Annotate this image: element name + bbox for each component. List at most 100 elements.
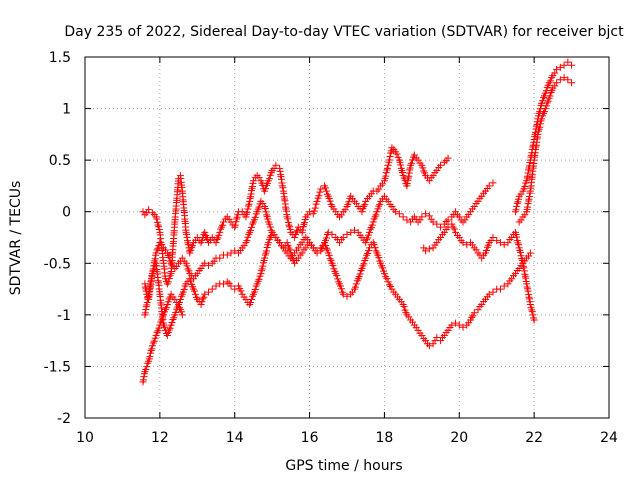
x-tick-label: 16 <box>301 430 319 446</box>
data-point-track-6 <box>546 77 554 85</box>
data-point-track-3 <box>322 244 330 252</box>
data-point-track-1 <box>272 161 280 169</box>
data-point-track-7 <box>542 102 550 110</box>
data-point-track-5 <box>517 252 525 260</box>
data-point-track-2 <box>373 208 381 216</box>
data-point-track-3 <box>468 313 476 321</box>
data-point-track-3 <box>251 286 259 294</box>
data-point-track-2 <box>372 211 380 219</box>
data-point-track-3 <box>339 290 347 298</box>
data-point-track-2 <box>283 239 291 247</box>
data-point-track-3 <box>142 366 150 374</box>
data-point-track-5 <box>420 244 428 252</box>
data-point-track-7 <box>538 115 546 123</box>
data-point-track-3 <box>384 278 392 286</box>
y-tick-label: -1 <box>57 308 71 324</box>
data-point-track-1 <box>425 177 433 185</box>
data-point-track-3 <box>237 287 245 295</box>
data-point-track-3 <box>150 337 158 345</box>
data-point-track-2 <box>429 218 437 226</box>
data-point-track-3 <box>474 306 482 314</box>
data-point-track-3 <box>264 239 272 247</box>
data-point-track-3 <box>385 281 393 289</box>
data-point-track-2 <box>376 200 384 208</box>
data-point-track-3 <box>351 283 359 291</box>
data-point-track-1 <box>284 215 292 223</box>
data-point-track-2 <box>362 239 370 247</box>
data-point-track-4 <box>166 324 174 332</box>
data-point-track-3 <box>257 270 265 278</box>
data-point-track-5 <box>450 225 458 233</box>
data-point-track-3 <box>155 324 163 332</box>
data-point-track-3 <box>500 282 508 290</box>
data-point-track-1 <box>322 187 330 195</box>
data-point-track-2 <box>152 249 160 257</box>
data-point-track-1 <box>388 144 396 152</box>
data-point-track-5 <box>530 316 538 324</box>
data-point-track-3 <box>370 241 378 249</box>
data-point-track-7 <box>534 130 542 138</box>
data-point-track-1 <box>382 172 390 180</box>
data-point-track-7 <box>560 74 568 82</box>
data-point-track-3 <box>455 321 463 329</box>
data-point-track-2 <box>262 208 270 216</box>
data-point-track-3 <box>334 275 342 283</box>
x-tick-label: 14 <box>226 430 244 446</box>
data-point-track-3 <box>153 328 161 336</box>
data-point-track-3 <box>469 312 477 320</box>
data-point-track-3 <box>452 319 460 327</box>
data-point-track-5 <box>496 239 504 247</box>
data-point-track-5 <box>425 245 433 253</box>
data-point-track-3 <box>208 285 216 293</box>
data-point-track-3 <box>187 277 195 285</box>
data-point-track-3 <box>356 270 364 278</box>
data-point-track-1 <box>155 226 163 234</box>
data-point-track-1 <box>419 164 427 172</box>
data-point-track-5 <box>489 234 497 241</box>
data-point-track-3 <box>383 275 391 283</box>
data-point-track-3 <box>219 280 227 288</box>
data-point-track-1 <box>212 239 220 247</box>
data-point-track-1 <box>189 242 197 250</box>
y-tick-label: -0.5 <box>44 256 71 272</box>
data-point-track-3 <box>313 247 321 255</box>
data-point-track-2 <box>223 251 231 259</box>
data-point-track-7 <box>536 123 544 131</box>
y-tick-label: 1.5 <box>49 50 71 66</box>
plot-border <box>84 56 610 419</box>
data-point-track-6 <box>551 69 559 77</box>
y-tick-label: 0 <box>62 205 71 221</box>
data-point-track-1 <box>285 221 293 229</box>
data-point-track-3 <box>526 249 534 257</box>
data-point-track-3 <box>212 282 220 290</box>
data-point-track-3 <box>190 287 198 295</box>
data-point-track-2 <box>243 237 251 245</box>
data-point-track-2 <box>375 202 383 210</box>
data-point-track-3 <box>263 247 271 255</box>
data-point-track-1 <box>321 184 329 192</box>
data-point-track-3 <box>165 295 173 303</box>
data-point-track-6 <box>540 94 547 102</box>
data-point-track-1 <box>154 221 162 229</box>
data-point-track-2 <box>183 262 191 270</box>
data-point-track-6 <box>513 202 521 210</box>
data-point-track-1 <box>397 161 405 169</box>
data-point-track-1 <box>244 205 252 213</box>
data-point-track-7 <box>556 76 564 84</box>
data-point-track-3 <box>180 285 188 293</box>
data-point-track-1 <box>262 185 270 193</box>
data-point-track-1 <box>310 207 318 215</box>
data-point-track-3 <box>496 285 504 293</box>
data-point-track-1 <box>286 225 294 233</box>
data-point-track-2 <box>328 230 336 238</box>
data-point-track-6 <box>564 58 572 66</box>
data-point-track-5 <box>500 241 508 249</box>
data-point-track-2 <box>395 210 403 218</box>
data-point-track-3 <box>321 239 329 247</box>
data-point-track-1 <box>153 215 161 223</box>
data-point-track-3 <box>191 290 199 298</box>
data-point-track-2 <box>444 216 452 224</box>
data-point-track-3 <box>160 311 168 319</box>
data-point-track-3 <box>227 282 235 290</box>
data-point-track-5 <box>518 256 526 264</box>
